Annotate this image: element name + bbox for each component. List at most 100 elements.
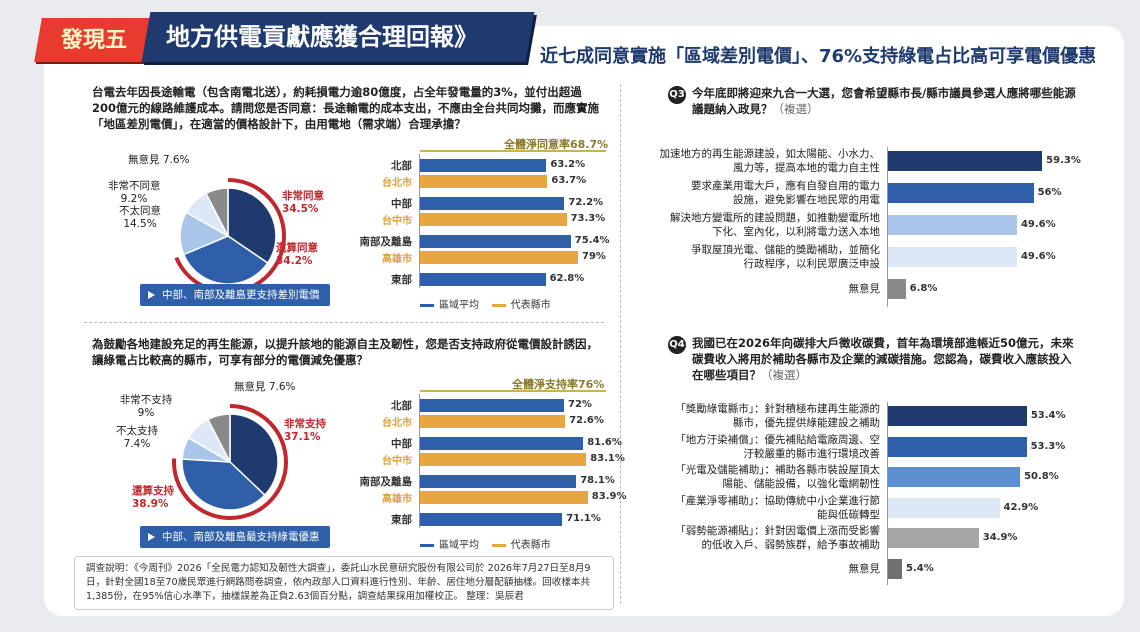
hbar — [888, 528, 979, 548]
hbar-value-label: 34.9% — [982, 532, 1018, 543]
q1-question: 台電去年因長途輸電（包含南電北送），約耗損電力逾80億度，占全年發電量的3%，並… — [92, 85, 599, 131]
hbar-label: 「獎勵綠電縣市」：針對積極布建再生能源的 縣市，優先提供綠能建設之補助 — [675, 403, 880, 429]
bar-value-label: 71.1% — [566, 513, 601, 524]
column-divider — [620, 84, 621, 604]
bar-axis — [419, 154, 420, 288]
bar — [420, 491, 588, 504]
bar-value-label: 63.7% — [551, 175, 587, 186]
headline: 近七成同意實施「區域差別電價」、76%支持綠電占比高可享電價優惠 — [540, 46, 1097, 67]
bar — [420, 415, 566, 428]
q2-summary: 全體淨支持率76% — [512, 378, 605, 391]
hbar — [888, 279, 906, 299]
agree-ring — [172, 404, 288, 520]
hbar — [888, 558, 903, 579]
q2-label-strong-yes: 非常支持 37.1% — [284, 418, 326, 443]
bar-value-label: 72.2% — [568, 197, 604, 208]
q1-summary: 全體淨同意率68.7% — [504, 138, 609, 151]
bar-category-label: 高雄市 — [382, 254, 412, 265]
bar-value-label: 75.4% — [574, 235, 610, 246]
hbar-value-label: 49.6% — [1020, 219, 1056, 230]
q3-number: Q3 — [668, 86, 686, 104]
bar-axis — [419, 394, 420, 528]
finding-badge-label: 發現五 — [60, 27, 127, 53]
bar-category-label: 南部及離島 — [359, 236, 413, 248]
q1-label-yes: 還算同意 34.2% — [276, 242, 318, 267]
q2-label-yes: 還算支持 38.9% — [132, 485, 174, 510]
hbar-value-label: 59.3% — [1046, 155, 1081, 166]
hbar-label: 爭取屋頂光電、儲能的獎勵補助，並簡化 行政程序，以利民眾廣泛申設 — [691, 244, 880, 270]
hbar-value-label: 6.8% — [909, 283, 938, 294]
bar-value-label: 72.6% — [569, 415, 604, 426]
q1-label-no: 不太同意 14.5% — [119, 205, 161, 230]
title-banner-label: 地方供電貢獻應獲合理回報》 — [166, 23, 478, 51]
q4-number: Q4 — [668, 336, 686, 354]
hbar-label: 無意見 — [848, 283, 881, 295]
footnote: 調查說明：《今周刊》2026「全民電力認知及韌性大調查」，委託山水民意研究股份有… — [86, 563, 591, 602]
pie-slice — [229, 413, 279, 497]
hbar — [888, 151, 1043, 171]
q1-label-neutral: 無意見 7.6% — [128, 154, 190, 166]
bar-category-label: 南部及離島 — [359, 476, 413, 488]
bar-category-label: 北部 — [391, 400, 412, 412]
hbar-value-label: 50.8% — [1024, 471, 1059, 482]
bar-value-label: 83.9% — [591, 491, 627, 502]
q1-label-strong-yes: 非常同意 34.5% — [282, 190, 324, 215]
bar — [420, 251, 578, 264]
hbar-value-label: 56% — [1037, 187, 1062, 198]
bar-value-label: 72% — [568, 399, 592, 410]
hbar — [888, 406, 1027, 426]
pie-slice — [182, 235, 269, 285]
hbar-axis — [887, 402, 888, 585]
bar-category-label: 台北市 — [382, 178, 412, 189]
bar-category-label: 台中市 — [382, 216, 412, 227]
q2-legend: 區域平均 代表縣市 — [420, 536, 551, 551]
bar — [420, 453, 587, 466]
hbar-value-label: 42.9% — [1003, 501, 1039, 513]
hbar — [888, 497, 1000, 518]
legend-cty: 代表縣市 — [491, 540, 551, 551]
bar-category-label: 中部 — [391, 198, 412, 210]
bar-value-label: 73.3% — [570, 213, 606, 224]
q2-label-neutral: 無意見 7.6% — [234, 381, 296, 393]
bar — [420, 175, 548, 188]
hbar-label: 「弱勢能源補貼」：針對因電價上漲而受影響 的低收入戶、弱勢族群，給予事故補助 — [675, 525, 880, 551]
hbar-axis — [887, 147, 888, 307]
hbar — [888, 183, 1034, 203]
q3-question: 今年底即將迎來九合一大選，您會希望縣市長/縣市議員參選人應將哪些能源議題納入政見… — [692, 86, 1076, 116]
title-banner: 地方供電貢獻應獲合理回報》 — [141, 12, 535, 62]
q2-pie-chart — [172, 404, 288, 520]
q4-question: 我國已在2026年向碳排大戶徵收碳費，首年為環境部進帳近50億元，未來碳費收入將… — [692, 336, 1074, 382]
hbar-label: 「地方汙染補償」：優先補貼給電廠周邊、空 汙較嚴重的縣市進行環境改善 — [675, 433, 880, 460]
bar — [420, 213, 567, 226]
finding-badge: 發現五 — [34, 18, 154, 62]
q1-tag: 中部、南部及離島更支持差別電價 — [140, 284, 330, 306]
bar-category-label: 東部 — [391, 274, 412, 286]
hbar — [888, 215, 1017, 235]
hbar-label: 「光電及儲能補助」：補助各縣市裝設屋頂太 陽能、儲能設備，以強化電網韌性 — [675, 464, 880, 490]
bar — [420, 273, 546, 286]
pie-slice — [204, 187, 229, 237]
bar-value-label: 79% — [582, 251, 606, 262]
bar-category-label: 台中市 — [382, 456, 412, 467]
q2-label-no: 不太支持 7.4% — [116, 425, 158, 450]
hbar — [888, 436, 1027, 457]
hbar-value-label: 53.3% — [1030, 440, 1066, 452]
legend-avg: 區域平均 — [420, 300, 479, 311]
section-divider — [84, 322, 604, 323]
q1-pie-chart — [174, 178, 286, 294]
bar-category-label: 東部 — [391, 514, 412, 526]
q1-label-strong-no: 非常不同意 9.2% — [108, 180, 161, 205]
bar — [420, 235, 571, 248]
legend-cty: 代表縣市 — [491, 300, 551, 311]
q2-label-strong-no: 非常不支持 9% — [119, 394, 173, 419]
bar-value-label: 83.1% — [590, 453, 625, 464]
bar-category-label: 高雄市 — [382, 494, 412, 505]
hbar-value-label: 49.6% — [1020, 251, 1056, 262]
legend-avg: 區域平均 — [420, 540, 479, 551]
q1-legend: 區域平均 代表縣市 — [420, 296, 551, 311]
q2-summary-line — [420, 390, 606, 392]
bar-value-label: 63.2% — [550, 159, 586, 170]
footnote-box — [74, 556, 614, 610]
pie-slice — [206, 413, 231, 463]
pie-slice — [181, 458, 266, 511]
